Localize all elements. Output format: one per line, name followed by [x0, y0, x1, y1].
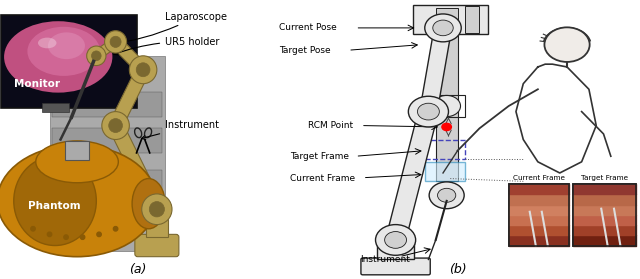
Text: Instrument: Instrument [360, 255, 410, 264]
Circle shape [110, 36, 121, 47]
Ellipse shape [38, 38, 56, 48]
Circle shape [31, 227, 35, 231]
Ellipse shape [14, 156, 96, 246]
Circle shape [113, 227, 118, 231]
FancyBboxPatch shape [49, 56, 165, 251]
Text: Target Frame: Target Frame [290, 152, 349, 161]
FancyBboxPatch shape [135, 234, 179, 257]
Circle shape [149, 201, 164, 217]
Circle shape [81, 235, 84, 239]
Circle shape [376, 225, 415, 255]
FancyBboxPatch shape [65, 141, 90, 160]
Text: Current Pose: Current Pose [279, 23, 337, 32]
Circle shape [141, 194, 172, 225]
Circle shape [378, 226, 414, 254]
Polygon shape [93, 38, 118, 60]
Polygon shape [109, 122, 164, 213]
Circle shape [385, 232, 406, 248]
FancyBboxPatch shape [413, 5, 488, 34]
Circle shape [92, 51, 101, 61]
FancyBboxPatch shape [436, 8, 458, 22]
Circle shape [565, 50, 569, 53]
Ellipse shape [48, 32, 85, 59]
FancyBboxPatch shape [573, 184, 636, 246]
Circle shape [433, 20, 453, 36]
Circle shape [408, 96, 449, 127]
Circle shape [86, 46, 106, 66]
Polygon shape [420, 27, 452, 112]
Text: UR5 holder: UR5 holder [114, 37, 220, 55]
Text: Monitor: Monitor [14, 79, 60, 89]
Circle shape [425, 14, 461, 42]
Text: RCM Point: RCM Point [308, 121, 353, 130]
FancyBboxPatch shape [52, 170, 163, 195]
Circle shape [104, 31, 127, 53]
Ellipse shape [36, 141, 118, 183]
Text: Instrument: Instrument [141, 120, 219, 140]
FancyBboxPatch shape [361, 258, 430, 275]
Circle shape [47, 232, 52, 237]
Circle shape [417, 103, 440, 120]
Circle shape [64, 235, 68, 239]
Text: Target Frame: Target Frame [581, 175, 628, 181]
FancyBboxPatch shape [52, 128, 163, 153]
FancyBboxPatch shape [1, 15, 137, 108]
Circle shape [442, 123, 451, 131]
FancyBboxPatch shape [425, 162, 465, 181]
Polygon shape [111, 37, 147, 74]
FancyBboxPatch shape [436, 33, 458, 181]
Ellipse shape [4, 21, 113, 93]
Circle shape [385, 232, 406, 248]
Text: Current Frame: Current Frame [290, 174, 355, 183]
FancyBboxPatch shape [555, 41, 581, 50]
Polygon shape [109, 67, 149, 129]
Polygon shape [386, 110, 438, 241]
Circle shape [109, 119, 122, 133]
Text: Phantom: Phantom [28, 201, 80, 211]
Circle shape [136, 63, 150, 77]
Circle shape [438, 188, 456, 202]
Text: Current Frame: Current Frame [513, 175, 564, 181]
Ellipse shape [0, 145, 157, 257]
FancyBboxPatch shape [146, 215, 168, 237]
Circle shape [129, 56, 157, 84]
FancyBboxPatch shape [378, 240, 414, 259]
FancyBboxPatch shape [509, 184, 569, 246]
Circle shape [97, 232, 101, 237]
Text: (a): (a) [129, 263, 147, 276]
Circle shape [545, 27, 589, 62]
Circle shape [102, 112, 129, 140]
Circle shape [429, 182, 464, 209]
FancyBboxPatch shape [42, 103, 69, 112]
Ellipse shape [132, 179, 165, 229]
Text: Laparoscope: Laparoscope [109, 11, 227, 46]
FancyBboxPatch shape [52, 92, 163, 117]
Ellipse shape [28, 27, 100, 76]
Text: (b): (b) [449, 263, 467, 276]
Circle shape [433, 95, 461, 117]
Text: Target Pose: Target Pose [279, 46, 330, 55]
FancyBboxPatch shape [465, 6, 479, 33]
